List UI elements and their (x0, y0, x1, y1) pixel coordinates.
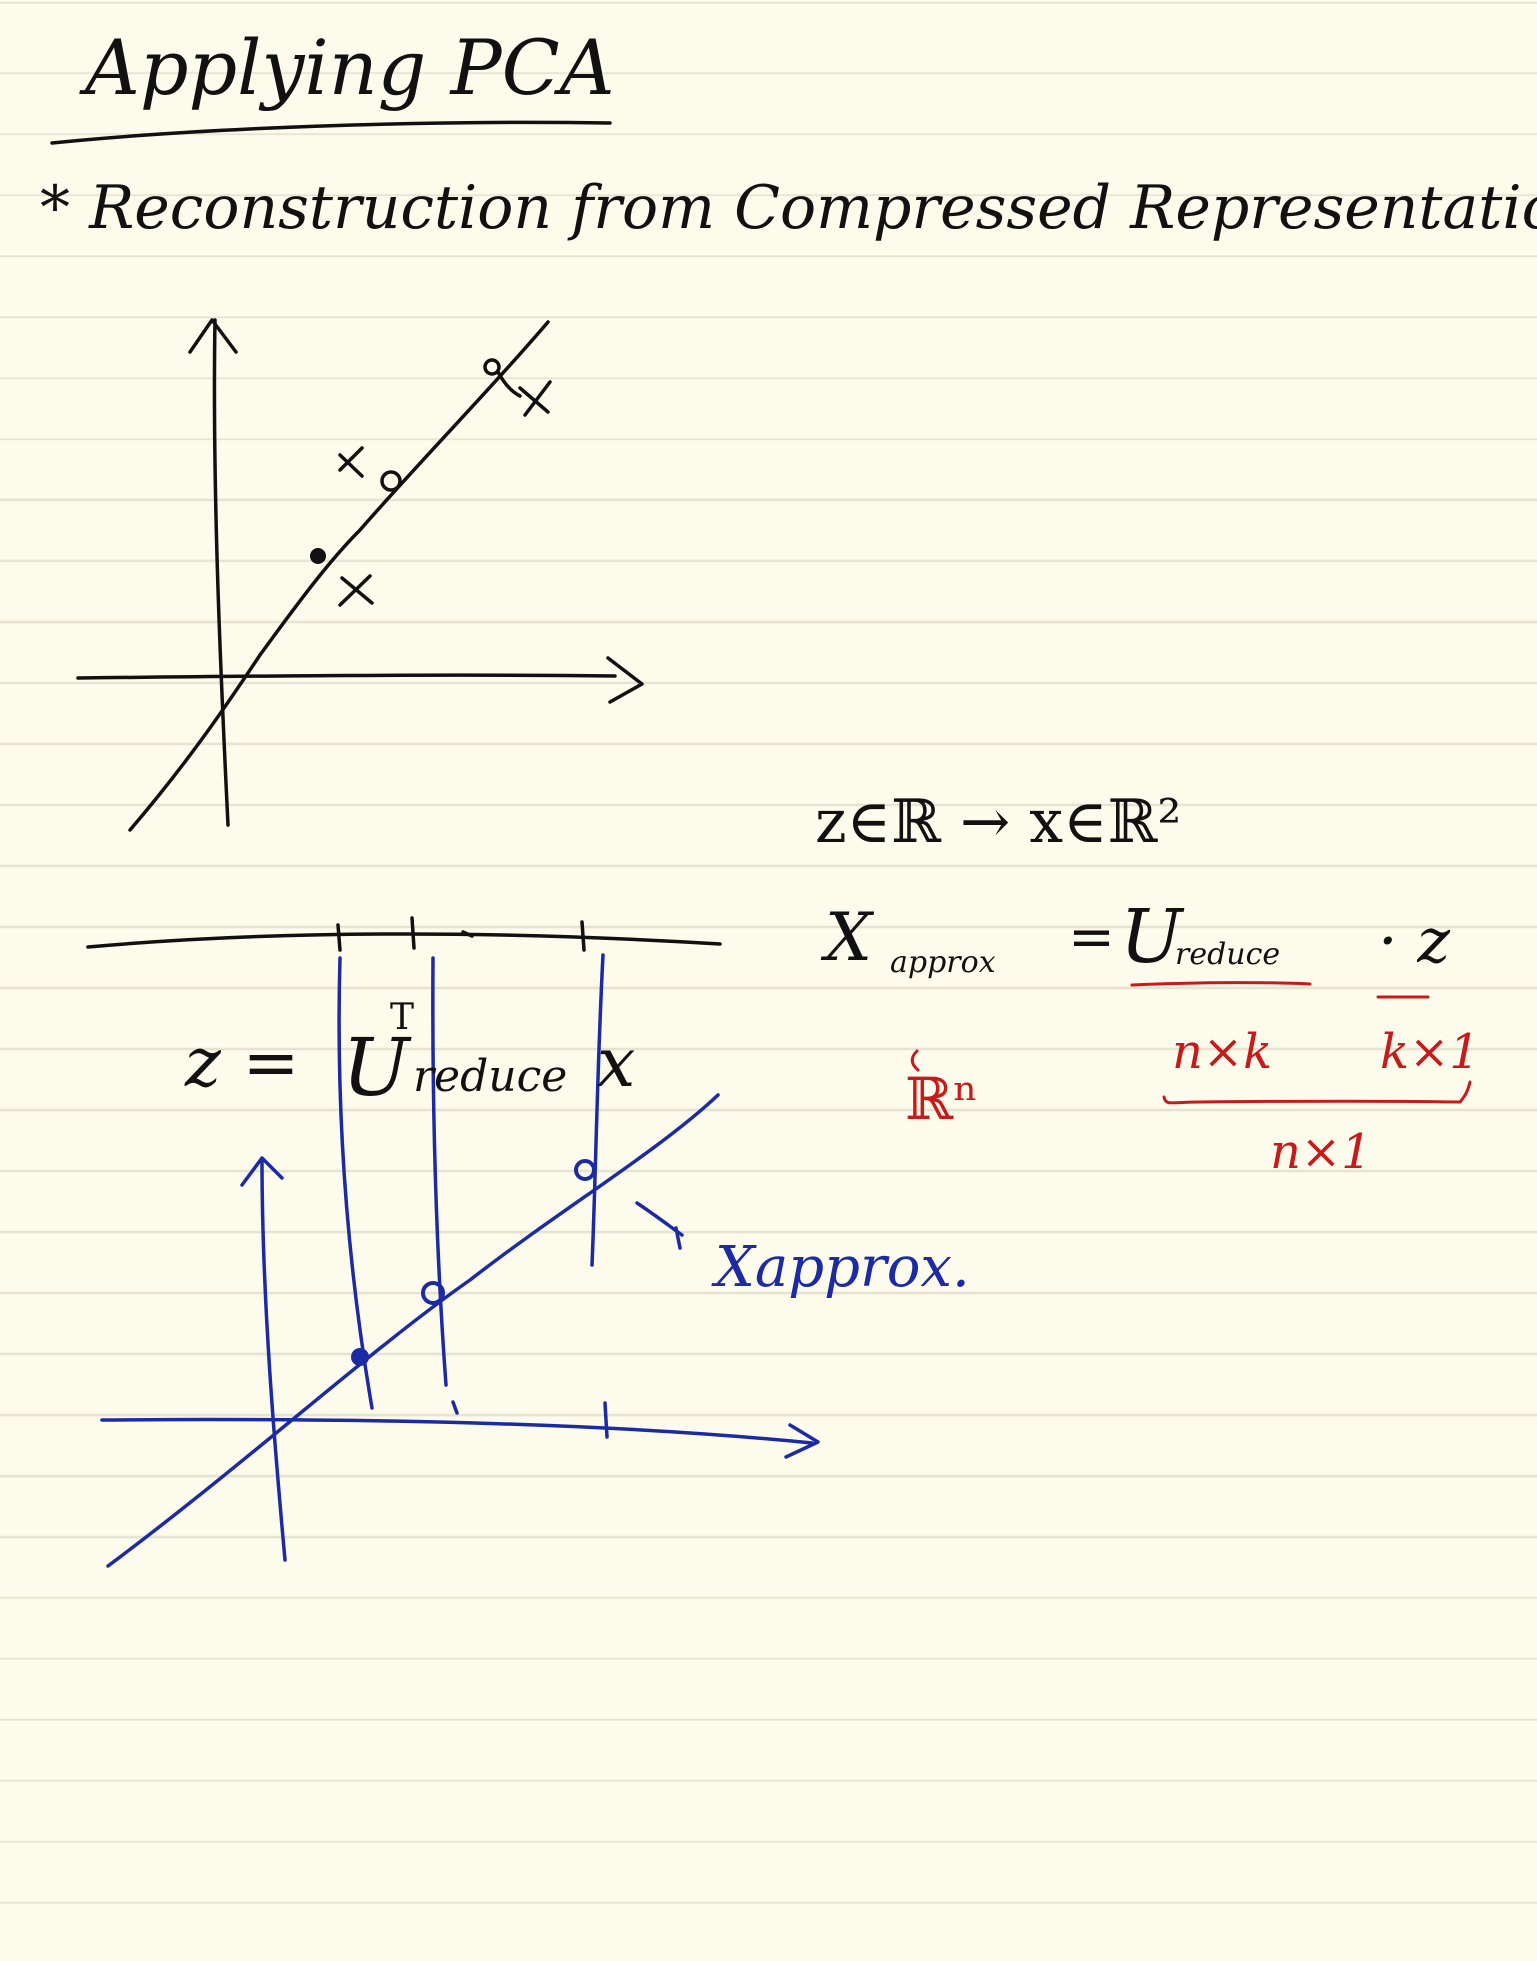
xapprox-label: Xapprox. (715, 1235, 970, 1300)
red-annotations (910, 981, 1472, 1105)
approx-point-2 (421, 1281, 445, 1305)
guide-2 (431, 956, 448, 1387)
projected-point-1 (310, 548, 326, 564)
data-point-x-3 (518, 380, 552, 417)
title-underline (50, 120, 612, 145)
z-point-3 (580, 920, 586, 952)
x-axis-blue-arrow (784, 1423, 820, 1459)
formula-lhs: X (825, 899, 872, 976)
u-underline (1130, 981, 1312, 987)
dim-nx1: n×1 (1270, 1124, 1372, 1180)
guide-3 (590, 953, 605, 1267)
z-point-1 (336, 923, 342, 952)
tick-2 (603, 1401, 609, 1439)
y-axis-blue (260, 1158, 287, 1562)
z-tick (461, 930, 474, 938)
y-axis-blue-arrow (240, 1156, 284, 1187)
projected-point-3 (483, 358, 501, 376)
dims-brace (1162, 1080, 1472, 1105)
formula-equals: = (1068, 905, 1115, 970)
mapping-equation: z∈ℝ → x∈ℝ² (815, 787, 1182, 857)
dim-rn: ℝⁿ (905, 1065, 979, 1133)
projection-lhs: z = (185, 1024, 300, 1103)
dim-nxk: n×k (1172, 1024, 1273, 1080)
projection-subscript: reduce (413, 1051, 568, 1102)
projected-point-2 (380, 470, 402, 492)
data-point-x-2 (338, 446, 364, 478)
page-title: Applying PCA (85, 23, 615, 112)
formula-u-subscript: reduce (1175, 937, 1281, 972)
projection-u: U (342, 1021, 410, 1114)
original-data-plot (76, 318, 644, 832)
tick-1 (451, 1400, 459, 1415)
guide-1 (337, 956, 374, 1410)
y-axis (212, 318, 230, 827)
projection-x: x (597, 1024, 636, 1103)
formula-u: U (1120, 894, 1183, 980)
approx-point-3 (574, 1159, 596, 1181)
reconstruction-plot (100, 953, 820, 1568)
z-point-2 (410, 916, 416, 950)
dim-kx1: k×1 (1380, 1024, 1480, 1080)
x-axis (76, 673, 617, 680)
x-axis-arrow (606, 656, 644, 704)
principal-line (128, 320, 550, 832)
section-subtitle: * Reconstruction from Compressed Represe… (40, 173, 1537, 243)
projection-transpose: T (390, 997, 415, 1038)
x-axis-blue (100, 1417, 814, 1445)
label-arrow (635, 1201, 684, 1250)
formula-z: · z (1378, 904, 1451, 977)
y-axis-arrow (188, 318, 238, 354)
projection-stub (496, 370, 522, 398)
approx-point-1 (351, 1348, 369, 1366)
rn-mark (910, 1049, 920, 1072)
formula-lhs-subscript: approx (890, 945, 996, 980)
reconstruction-line (106, 1093, 720, 1568)
compressed-line (86, 916, 722, 952)
data-point-x-1 (338, 574, 374, 607)
z-line (86, 932, 722, 949)
